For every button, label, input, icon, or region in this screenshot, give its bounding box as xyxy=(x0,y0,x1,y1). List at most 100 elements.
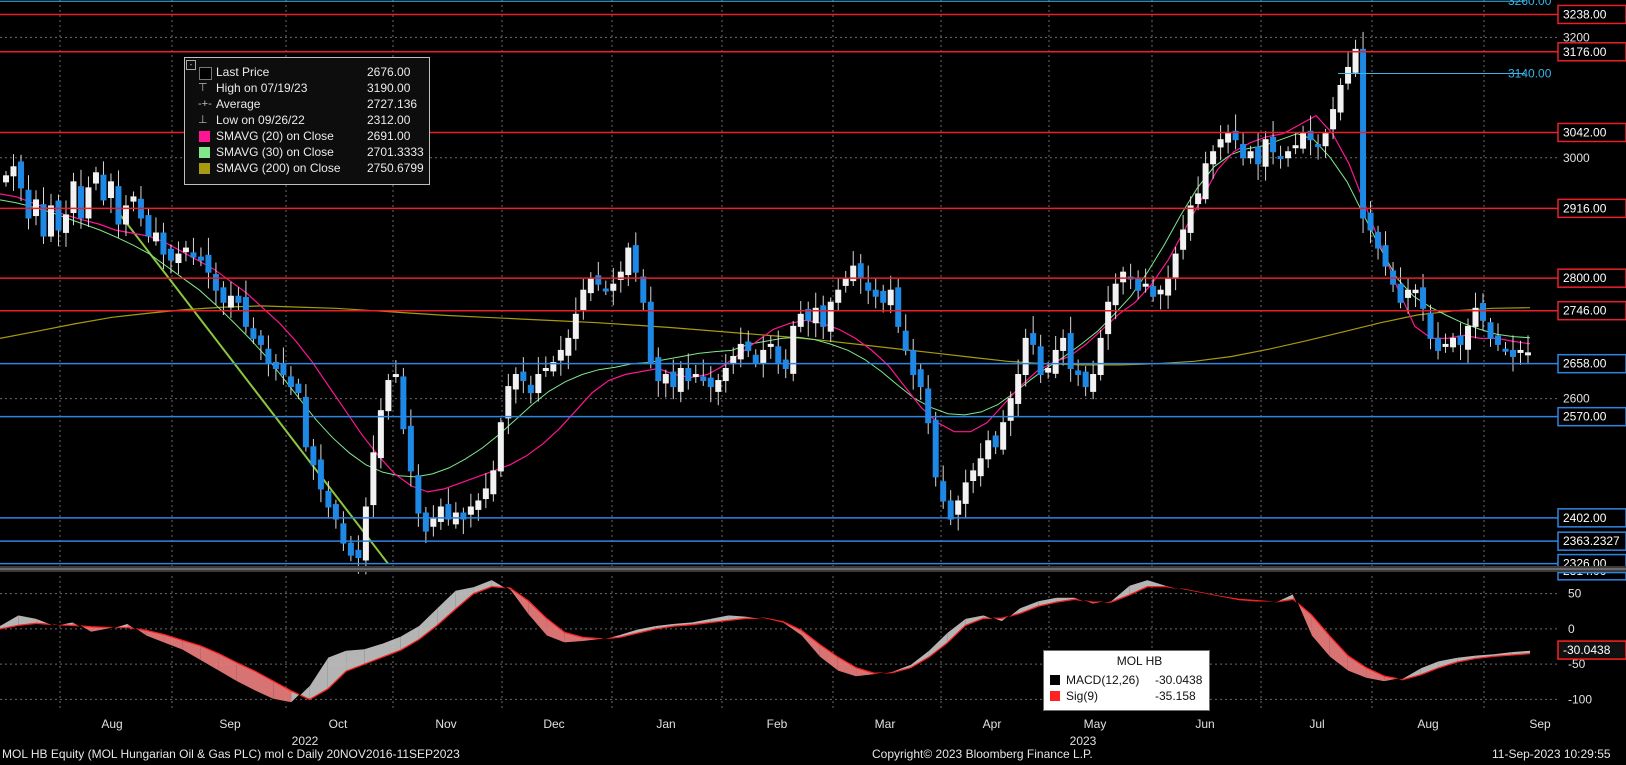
candle-body xyxy=(62,214,69,233)
candle-body xyxy=(17,161,24,189)
candle-body xyxy=(242,296,249,327)
candle-body xyxy=(130,196,137,202)
candle-body xyxy=(962,482,969,504)
candle-body xyxy=(100,174,107,201)
candle-body xyxy=(175,253,182,264)
macd-fill xyxy=(655,623,674,629)
candle-body xyxy=(527,384,534,394)
candle-body xyxy=(1037,346,1044,376)
candle-body xyxy=(887,289,894,306)
legend-name: SMAVG (30) on Close xyxy=(216,145,334,159)
candle-body xyxy=(1022,337,1029,376)
candle-body xyxy=(1480,302,1487,321)
footer-timestamp: 11-Sep-2023 10:29:55 xyxy=(1492,747,1611,761)
candle-body xyxy=(257,335,264,345)
month-label: Jul xyxy=(1309,717,1324,731)
macd-legend: MOL HB MACD(12,26) -30.0438 Sig(9) -35.158 xyxy=(1043,650,1210,711)
legend-name: SMAVG (200) on Close xyxy=(216,161,341,175)
candle-body xyxy=(182,247,189,253)
candle-body xyxy=(1007,398,1014,421)
candle-body xyxy=(1120,271,1127,283)
candle-body xyxy=(797,313,804,327)
candle-body xyxy=(1450,337,1457,348)
collapse-legend-icon[interactable]: - xyxy=(186,60,196,70)
macd-fill xyxy=(1420,660,1439,675)
legend-glyph-icon: ⊥ xyxy=(198,114,208,126)
month-label: Dec xyxy=(543,717,564,731)
candle-body xyxy=(1315,144,1322,148)
candle-body xyxy=(347,542,354,556)
candle-body xyxy=(445,504,452,520)
candle-body xyxy=(505,386,512,419)
candle-body xyxy=(1075,370,1082,376)
candle-body xyxy=(1330,109,1337,130)
level-label: 2402.00 xyxy=(1563,511,1607,525)
candle-body xyxy=(340,523,347,544)
level-label: 2363.2327 xyxy=(1563,534,1620,548)
candle-body xyxy=(1060,337,1067,351)
candle-body xyxy=(1172,253,1179,279)
candle-body xyxy=(370,452,377,506)
candle-body xyxy=(977,458,984,477)
candle-body xyxy=(1082,371,1089,388)
candle-body xyxy=(160,232,167,255)
candle-body xyxy=(385,380,392,412)
candle-body xyxy=(827,301,834,332)
candle-body xyxy=(1067,333,1074,370)
candle-body xyxy=(407,425,414,472)
candle-body xyxy=(662,374,669,384)
candle-body xyxy=(265,348,272,363)
macd-legend-swatch xyxy=(1050,675,1060,685)
legend-value: 2701.3333 xyxy=(367,145,424,159)
candle-body xyxy=(227,295,234,308)
level-label: 2916.00 xyxy=(1563,201,1607,215)
candle-body xyxy=(1457,335,1464,345)
level-label-box xyxy=(1557,42,1626,62)
candle-body xyxy=(857,263,864,279)
candle-body xyxy=(1307,130,1314,141)
level-label: 2570.00 xyxy=(1563,410,1607,424)
candle-body xyxy=(722,368,729,382)
legend-glyph-icon: ⊤ xyxy=(198,82,208,94)
candle-body xyxy=(400,376,407,430)
candle-body xyxy=(542,368,549,372)
candle-body xyxy=(415,475,422,514)
macd-fill xyxy=(637,625,656,634)
macd-fill xyxy=(418,607,438,640)
candle-body xyxy=(610,283,617,291)
candle-body xyxy=(302,396,309,448)
macd-fill xyxy=(1329,635,1348,672)
year-label: 2022 xyxy=(292,734,319,748)
candle-body xyxy=(47,205,54,237)
candle-body xyxy=(955,500,962,515)
macd-fill xyxy=(1020,600,1039,614)
macd-line xyxy=(0,578,1531,704)
candle-body xyxy=(1442,343,1449,347)
candle-body xyxy=(437,506,444,522)
candle-body xyxy=(940,481,947,502)
candle-body xyxy=(497,422,504,472)
candle-body xyxy=(790,325,797,374)
candle-body xyxy=(767,343,774,347)
legend-row: SMAVG (20) on Close 2691.00 xyxy=(189,129,423,144)
macd-fill xyxy=(801,630,820,658)
legend-name: Low on 09/26/22 xyxy=(216,113,305,127)
level-label: 2800.00 xyxy=(1563,271,1607,285)
candle-body xyxy=(670,371,677,388)
candle-body xyxy=(1015,374,1022,404)
candle-body xyxy=(602,288,609,292)
candle-body xyxy=(1097,337,1104,376)
level-label-box xyxy=(1557,508,1626,528)
candle-body xyxy=(92,172,99,184)
candle-body xyxy=(1090,374,1097,392)
macd-fill xyxy=(455,586,474,610)
macd-tick-label: 0 xyxy=(1568,622,1575,636)
candle-body xyxy=(460,512,467,520)
candle-body xyxy=(1135,277,1142,291)
candle-body xyxy=(1270,136,1277,153)
candle-body xyxy=(1405,289,1412,298)
candle-body xyxy=(872,289,879,297)
candle-body xyxy=(235,295,242,303)
level-label-box xyxy=(1557,353,1626,374)
candle-body xyxy=(572,313,579,339)
